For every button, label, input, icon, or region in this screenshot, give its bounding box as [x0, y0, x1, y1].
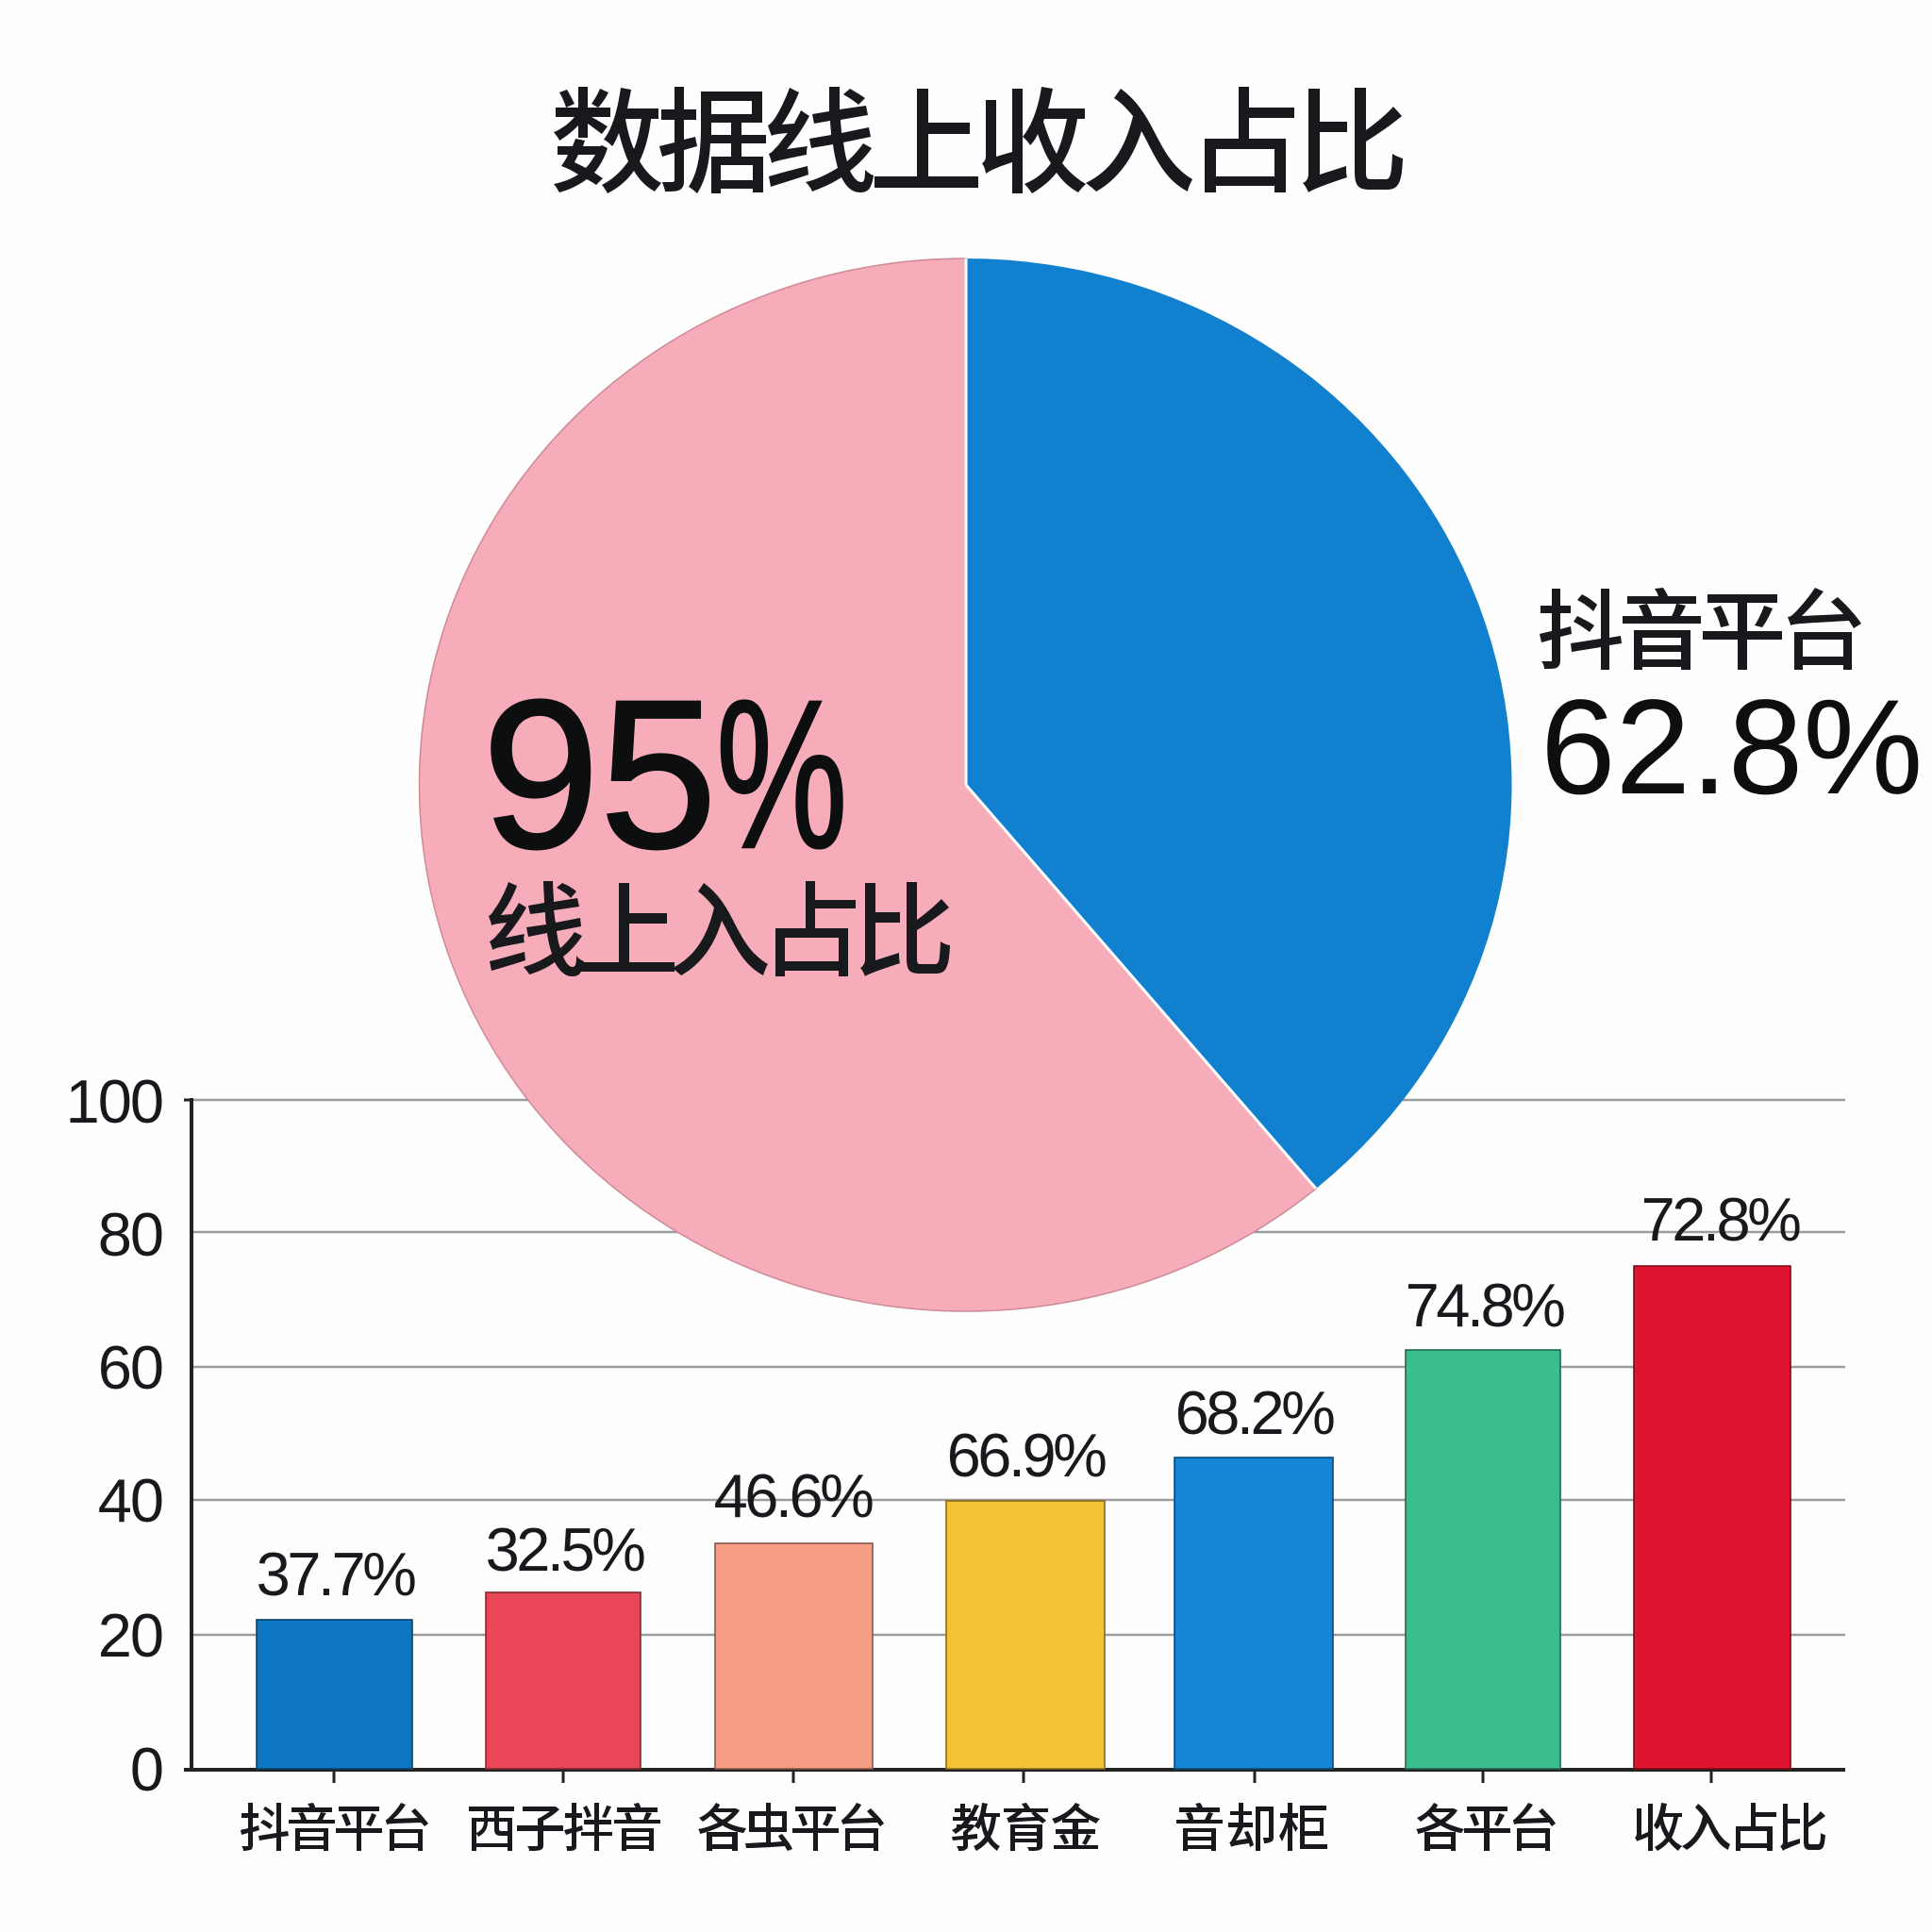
svg-text:46.6%: 46.6% — [714, 1461, 874, 1530]
svg-text:68.2%: 68.2% — [1175, 1378, 1335, 1447]
svg-text:62.8%: 62.8% — [1541, 673, 1923, 823]
svg-text:40: 40 — [98, 1466, 162, 1535]
svg-text:95: 95 — [482, 657, 717, 892]
svg-text:37.7%: 37.7% — [257, 1540, 416, 1608]
svg-text:60: 60 — [98, 1333, 162, 1402]
svg-text:100: 100 — [66, 1067, 162, 1136]
svg-text:%: % — [716, 656, 847, 891]
svg-text:80: 80 — [98, 1200, 162, 1269]
svg-text:66.9%: 66.9% — [947, 1421, 1107, 1490]
svg-text:0: 0 — [130, 1735, 162, 1804]
svg-text:74.8%: 74.8% — [1406, 1271, 1565, 1340]
svg-text:20: 20 — [98, 1601, 162, 1670]
svg-text:72.8%: 72.8% — [1641, 1185, 1801, 1254]
svg-text:32.5%: 32.5% — [486, 1515, 645, 1584]
